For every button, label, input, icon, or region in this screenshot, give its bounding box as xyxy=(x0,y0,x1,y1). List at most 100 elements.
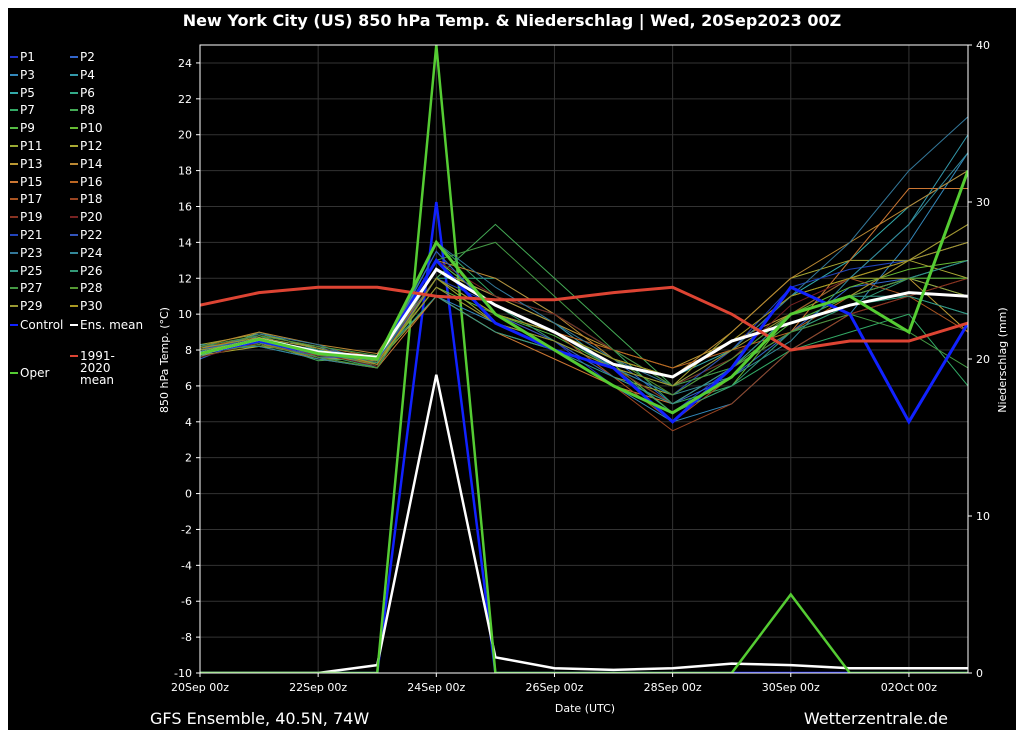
legend-swatch xyxy=(10,109,18,112)
legend-swatch xyxy=(70,127,78,130)
legend-label: P18 xyxy=(80,192,103,207)
legend-swatch xyxy=(10,127,18,130)
plot-frame xyxy=(199,44,969,674)
y-tick-label: 16 xyxy=(178,200,192,213)
chart-background xyxy=(8,8,1016,730)
legend-swatch xyxy=(10,162,18,165)
legend-label: P4 xyxy=(80,67,95,82)
legend-entry: P6 xyxy=(70,87,160,99)
legend-swatch xyxy=(70,305,78,308)
legend-swatch xyxy=(70,73,78,76)
legend-swatch xyxy=(70,355,78,357)
y2-tick-label: 20 xyxy=(976,353,990,366)
series-line xyxy=(200,170,968,415)
legend-entry: P30 xyxy=(70,300,160,312)
y-tick-label: -10 xyxy=(174,667,192,680)
x-axis-label: Date (UTC) xyxy=(555,702,615,715)
precip-line xyxy=(200,374,968,673)
legend-entry: P14 xyxy=(70,158,160,170)
legend-entry: P23 xyxy=(10,247,100,259)
legend-label: P1 xyxy=(20,50,35,64)
y-tick-label: -2 xyxy=(181,523,192,536)
x-tick-label: 26Sep 00z xyxy=(525,681,583,694)
y2-tick-label: 30 xyxy=(976,196,990,209)
legend-swatch xyxy=(70,198,78,201)
series-line xyxy=(200,170,968,378)
legend-entry: P19 xyxy=(10,211,100,223)
legend-entry: P12 xyxy=(70,140,160,152)
y-tick-label: 2 xyxy=(185,452,192,465)
legend-entry: P27 xyxy=(10,282,100,294)
legend-entry: P3 xyxy=(10,69,100,81)
legend-swatch xyxy=(10,234,18,236)
y-tick-label: 4 xyxy=(185,416,192,429)
legend-swatch xyxy=(10,56,18,58)
footer-right: Wetterzentrale.de xyxy=(804,709,948,728)
y-tick-label: 20 xyxy=(178,129,192,142)
x-tick-label: 30Sep 00z xyxy=(762,681,820,694)
y-tick-label: 8 xyxy=(185,344,192,357)
legend-swatch xyxy=(70,56,78,58)
legend-swatch xyxy=(70,216,78,219)
legend-label: P11 xyxy=(20,139,43,153)
legend-entry: P21 xyxy=(10,229,100,241)
legend-label: 1991-2020 mean xyxy=(80,349,115,387)
legend-label: P30 xyxy=(80,299,103,314)
legend-label: P25 xyxy=(20,263,43,278)
y2-tick-label: 10 xyxy=(976,510,990,523)
legend-label: P19 xyxy=(20,210,43,225)
chart-title: New York City (US) 850 hPa Temp. & Niede… xyxy=(183,11,841,31)
x-tick-label: 20Sep 00z xyxy=(171,681,229,694)
series-line xyxy=(200,241,968,378)
legend-entry: P9 xyxy=(10,122,100,134)
legend-entry: P5 xyxy=(10,87,100,99)
legend-label: P17 xyxy=(20,192,43,207)
legend-swatch xyxy=(10,372,18,374)
legend-label: P14 xyxy=(80,156,103,171)
y-tick-label: 10 xyxy=(178,308,192,321)
legend-entry: P28 xyxy=(70,282,160,294)
legend-entry: Control xyxy=(10,319,100,331)
legend-label: P22 xyxy=(80,228,103,242)
y-tick-label: -8 xyxy=(181,631,192,644)
y2-tick-label: 0 xyxy=(976,667,983,680)
legend-swatch xyxy=(10,216,18,219)
legend-label: P13 xyxy=(20,156,43,171)
legend-entry: P8 xyxy=(70,104,160,116)
x-tick-label: 24Sep 00z xyxy=(407,681,465,694)
series-line xyxy=(200,267,968,379)
y-tick-label: 6 xyxy=(185,380,192,393)
legend-entry: P26 xyxy=(70,265,160,277)
legend-entry: P10 xyxy=(70,122,160,134)
series-line xyxy=(200,241,968,387)
legend-label: P12 xyxy=(80,139,103,153)
legend-entry: P25 xyxy=(10,265,100,277)
legend-label: Control xyxy=(20,318,64,332)
legend-swatch xyxy=(70,251,78,254)
legend-swatch xyxy=(70,91,78,94)
legend-entry: P2 xyxy=(70,51,160,63)
legend-entry: P29 xyxy=(10,300,100,312)
legend-label: P24 xyxy=(80,245,103,260)
y-tick-label: 18 xyxy=(178,165,192,178)
legend-swatch xyxy=(70,287,78,290)
y2-tick-label: 40 xyxy=(976,39,990,52)
legend-entry: P4 xyxy=(70,69,160,81)
legend-label: P10 xyxy=(80,121,103,136)
y-tick-label: 12 xyxy=(178,272,192,285)
y-tick-label: 24 xyxy=(178,57,192,70)
x-tick-label: 28Sep 00z xyxy=(644,681,702,694)
legend-label: Oper xyxy=(20,366,50,380)
legend-swatch xyxy=(10,305,18,308)
y2-axis-label: Niederschlag (mm) xyxy=(996,307,1009,412)
legend-entry: P11 xyxy=(10,140,100,152)
legend-swatch xyxy=(70,234,78,236)
legend-swatch xyxy=(70,180,78,183)
legend-label: P2 xyxy=(80,50,95,64)
legend-label: P23 xyxy=(20,245,43,260)
legend-label: P28 xyxy=(80,281,103,296)
legend-entry: Oper xyxy=(10,367,100,379)
legend-label: P3 xyxy=(20,67,35,82)
legend-swatch xyxy=(10,91,18,94)
